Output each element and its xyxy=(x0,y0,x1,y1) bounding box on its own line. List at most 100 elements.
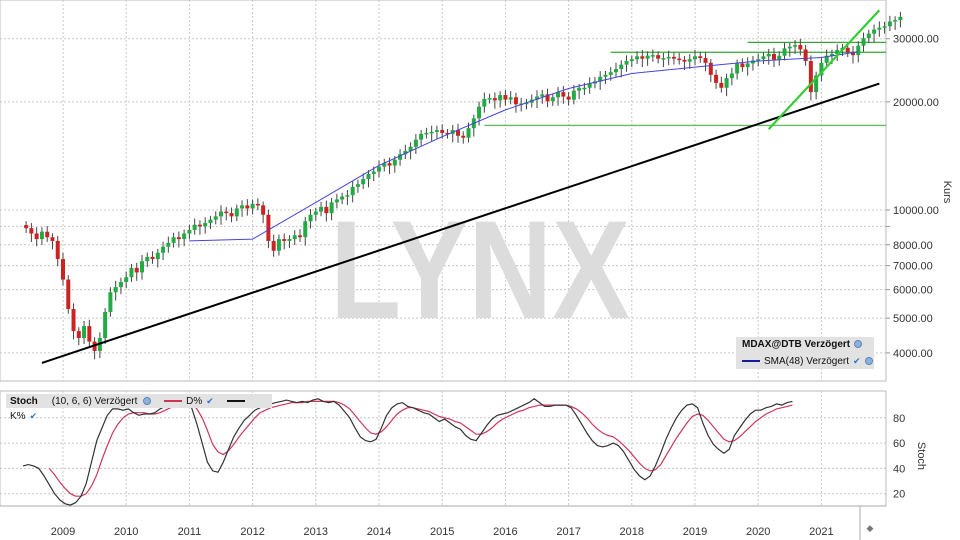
candle xyxy=(887,21,892,27)
candle xyxy=(440,130,445,133)
candle xyxy=(719,82,724,88)
candle xyxy=(45,231,50,238)
price-tick: 4000.00 xyxy=(893,348,933,360)
candle xyxy=(134,267,139,273)
candle xyxy=(29,228,34,234)
candle xyxy=(577,87,582,91)
price-tick: 20000.00 xyxy=(893,97,939,109)
candle xyxy=(371,171,376,174)
candle xyxy=(319,206,324,212)
year-tick: 2014 xyxy=(367,526,391,538)
candle xyxy=(851,52,855,56)
candle xyxy=(87,326,92,342)
candle xyxy=(540,94,545,97)
candle xyxy=(340,196,345,200)
checkmark-icon[interactable]: ✔ xyxy=(206,396,214,406)
candle xyxy=(698,56,703,59)
candle xyxy=(250,203,255,209)
candle xyxy=(724,78,729,88)
stoch-panel: 20 40 60 80 Stoch xyxy=(0,390,927,507)
candle xyxy=(545,94,550,102)
candle xyxy=(835,50,840,54)
settings-gear-icon[interactable] xyxy=(864,357,873,366)
checkmark-icon[interactable]: ✔ xyxy=(853,356,861,366)
candle xyxy=(224,211,229,214)
candle xyxy=(34,233,39,240)
candle xyxy=(403,150,408,155)
year-tick: 2015 xyxy=(430,526,454,538)
candle xyxy=(666,56,671,59)
candle xyxy=(819,62,824,76)
time-axis: 2009 2010 2011 2012 2013 2014 2015 2016 2017 2018… xyxy=(0,505,886,540)
candle xyxy=(55,240,60,260)
year-tick: 2009 xyxy=(51,526,75,538)
candle xyxy=(234,208,239,217)
candle xyxy=(150,256,155,260)
settings-gear-icon[interactable] xyxy=(854,340,863,349)
candle xyxy=(197,224,202,227)
price-tick: 6000.00 xyxy=(893,285,933,297)
legend-d-series[interactable]: D% ✔ xyxy=(164,396,214,407)
checkmark-icon[interactable]: ✔ xyxy=(29,411,38,421)
price-axis: 4000.00 5000.00 6000.00 7000.00 8000.00 10000… xyxy=(886,34,939,360)
candle xyxy=(176,237,181,240)
candle xyxy=(656,55,661,59)
stoch-legend-title: Stoch xyxy=(10,396,38,407)
candle xyxy=(777,55,782,60)
candle xyxy=(503,95,508,100)
stoch-axis: 20 40 60 80 xyxy=(893,413,905,501)
price-tick: 5000.00 xyxy=(893,313,933,325)
price-tick: 7000.00 xyxy=(893,261,933,273)
candle xyxy=(445,132,450,135)
candle xyxy=(645,55,650,59)
legend-d-label: D% xyxy=(186,396,203,407)
legend-row-mdax[interactable]: MDAX@DTB Verzögert xyxy=(736,337,874,353)
candle xyxy=(693,56,697,60)
candle xyxy=(756,59,761,61)
stoch-tick: 20 xyxy=(893,489,905,501)
candle xyxy=(766,53,771,57)
candle xyxy=(203,223,208,227)
candle xyxy=(82,326,87,339)
candle xyxy=(677,58,682,61)
legend-k-series[interactable]: K% ✔ xyxy=(10,396,249,422)
candle xyxy=(255,203,260,206)
candle xyxy=(392,159,397,166)
candle xyxy=(582,87,587,90)
settings-gear-icon[interactable] xyxy=(143,397,152,406)
candle xyxy=(113,287,118,293)
candle xyxy=(219,211,223,217)
d-swatch-icon xyxy=(164,400,183,403)
candle xyxy=(240,205,245,209)
price-tick: 8000.00 xyxy=(893,240,933,252)
sma48-line xyxy=(189,51,859,242)
scroll-right-button[interactable]: ◆ xyxy=(866,523,874,533)
candle xyxy=(829,53,834,56)
candle xyxy=(429,131,434,134)
candle xyxy=(282,239,287,241)
candle xyxy=(377,166,381,172)
year-tick: 2016 xyxy=(493,526,517,538)
candle xyxy=(461,135,466,138)
candle xyxy=(192,224,197,230)
candle xyxy=(129,267,134,278)
candle xyxy=(271,240,276,251)
candle xyxy=(598,76,603,82)
candle xyxy=(313,211,318,215)
year-tick: 2010 xyxy=(114,526,138,538)
candle xyxy=(292,235,297,240)
candle xyxy=(66,279,71,309)
candle xyxy=(893,20,898,22)
candle xyxy=(513,97,518,105)
stoch-panel-frame xyxy=(0,390,887,507)
candle xyxy=(671,56,676,59)
candle xyxy=(740,63,745,68)
legend-row-sma[interactable]: SMA(48) Verzögert ✔ xyxy=(736,353,874,369)
candle xyxy=(118,282,123,288)
candle xyxy=(229,213,234,217)
year-tick: 2013 xyxy=(304,526,328,538)
candle xyxy=(808,61,813,93)
candle xyxy=(492,98,497,101)
candle xyxy=(556,92,561,98)
candle xyxy=(566,96,571,100)
